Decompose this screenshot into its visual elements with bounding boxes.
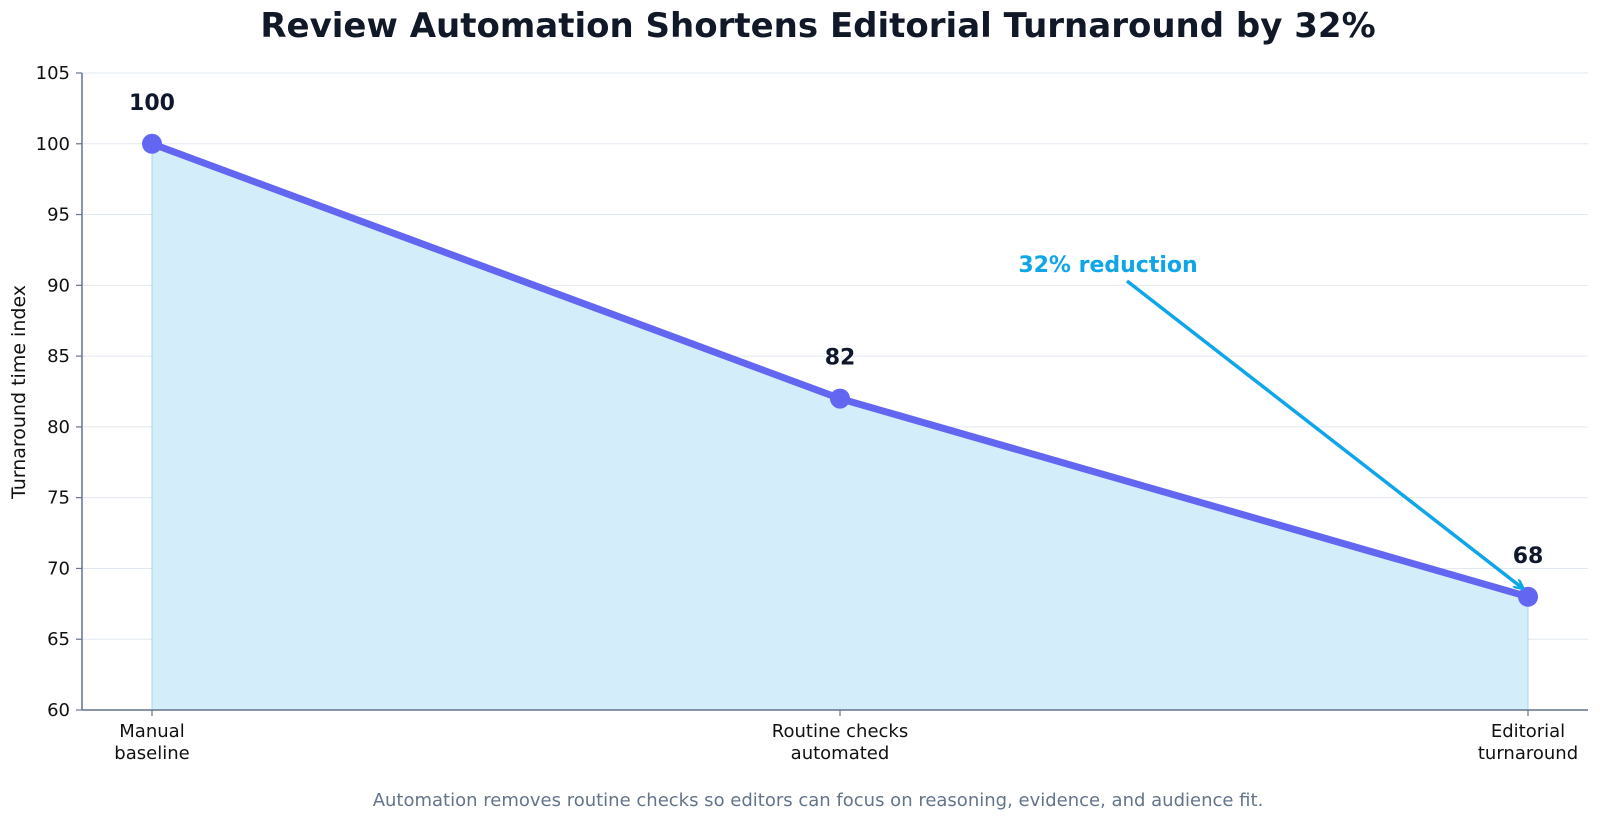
x-tick-label-line: Routine checks	[772, 721, 908, 742]
data-label-0: 100	[129, 91, 175, 116]
footnote: Automation removes routine checks so edi…	[373, 790, 1264, 811]
y-tick-label-90: 90	[47, 275, 70, 296]
y-axis-title: Turnaround time index	[8, 285, 30, 500]
y-tick-label-80: 80	[47, 417, 70, 438]
annotation: 32% reduction	[1018, 253, 1522, 588]
y-tick-label-105: 105	[36, 63, 70, 84]
y-tick-label-85: 85	[47, 346, 70, 367]
series-turnaround-index	[142, 133, 1538, 607]
data-point-1	[830, 388, 850, 409]
x-tick-label-2: Editorial turnaround	[1478, 721, 1578, 764]
x-tick-label-1: Routine checks automated	[772, 721, 908, 764]
area-layer	[151, 143, 1529, 710]
y-tick-label-65: 65	[47, 629, 70, 650]
x-tick-label-line: automated	[791, 743, 890, 764]
axes	[81, 73, 1588, 711]
y-tick-label-75: 75	[47, 488, 70, 509]
y-axis-ticks: 60 65 70 75 80 85 90 95 100 105	[36, 63, 82, 721]
y-tick-label-60: 60	[47, 700, 70, 721]
data-point-0	[142, 133, 162, 154]
y-tick-label-95: 95	[47, 205, 70, 226]
data-point-2	[1518, 586, 1538, 607]
y-tick-label-100: 100	[36, 134, 70, 155]
annotation-arrow	[1125, 279, 1522, 588]
data-label-2: 68	[1513, 544, 1544, 569]
x-tick-label-0: Manual baseline	[114, 721, 189, 764]
x-axis-ticks: Manual baseline Routine checks automated Edi…	[114, 710, 1578, 764]
y-tick-label-70: 70	[47, 558, 70, 579]
data-labels: 100 82 68	[129, 91, 1543, 569]
area-fill	[152, 143, 1528, 710]
x-tick-label-line: Editorial	[1491, 721, 1565, 742]
annotation-label: 32% reduction	[1018, 253, 1197, 278]
x-tick-label-line: baseline	[114, 743, 189, 764]
x-tick-label-line: Manual	[119, 721, 184, 742]
chart-title: Review Automation Shortens Editorial Tur…	[260, 6, 1375, 46]
x-tick-label-line: turnaround	[1478, 743, 1578, 764]
data-label-1: 82	[825, 346, 856, 371]
